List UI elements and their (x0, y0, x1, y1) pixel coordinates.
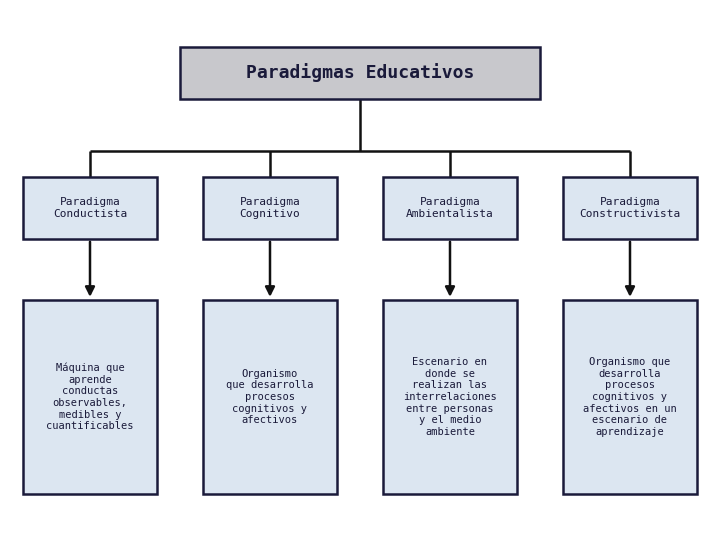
Text: Paradigmas Educativos: Paradigmas Educativos (246, 63, 474, 83)
Text: Organismo
que desarrolla
procesos
cognitivos y
afectivos: Organismo que desarrolla procesos cognit… (226, 369, 314, 425)
FancyBboxPatch shape (203, 300, 336, 494)
Text: Paradigma
Constructivista: Paradigma Constructivista (580, 197, 680, 219)
FancyBboxPatch shape (563, 300, 697, 494)
FancyBboxPatch shape (180, 47, 540, 98)
FancyBboxPatch shape (383, 177, 517, 239)
Text: Paradigma
Cognitivo: Paradigma Cognitivo (240, 197, 300, 219)
FancyBboxPatch shape (383, 300, 517, 494)
Text: Paradigma
Ambientalista: Paradigma Ambientalista (406, 197, 494, 219)
Text: Organismo que
desarrolla
procesos
cognitivos y
afectivos en un
escenario de
apre: Organismo que desarrolla procesos cognit… (583, 357, 677, 437)
FancyBboxPatch shape (23, 177, 157, 239)
Text: Máquina que
aprende
conductas
observables,
medibles y
cuantificables: Máquina que aprende conductas observable… (46, 363, 134, 431)
Text: Escenario en
donde se
realizan las
interrelaciones
entre personas
y el medio
amb: Escenario en donde se realizan las inter… (403, 357, 497, 437)
Text: Paradigma
Conductista: Paradigma Conductista (53, 197, 127, 219)
FancyBboxPatch shape (203, 177, 336, 239)
FancyBboxPatch shape (23, 300, 157, 494)
FancyBboxPatch shape (563, 177, 697, 239)
